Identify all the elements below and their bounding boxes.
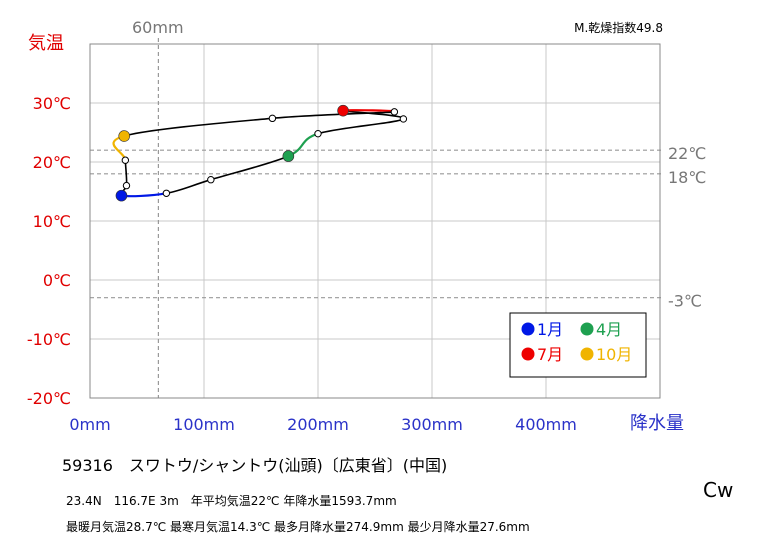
x-tick-label: 300mm [401, 415, 463, 434]
month-point-9 [268, 114, 277, 123]
month-point-1 [115, 189, 128, 202]
legend-label: 1月 [537, 320, 563, 339]
x-axis-label: 降水量 [630, 413, 684, 434]
x-tick-labels: 0mm 100mm 200mm 300mm 400mm [69, 415, 577, 434]
y-tick-label: 30℃ [33, 94, 71, 113]
month-point-5 [314, 129, 322, 138]
dryness-index-label: M.乾燥指数49.8 [574, 20, 663, 35]
y-tick-label: -10℃ [27, 330, 71, 349]
y-tick-labels: -20℃ -10℃ 0℃ 10℃ 20℃ 30℃ [27, 94, 71, 408]
legend-marker [580, 347, 594, 361]
legend-label: 10月 [596, 345, 632, 364]
y-tick-label: 10℃ [33, 212, 71, 231]
curve-segment-month-5 [317, 118, 404, 135]
ref-line-label: 18℃ [668, 168, 706, 187]
y-tick-label: -20℃ [27, 389, 71, 408]
climate-class-label: Cw [703, 478, 734, 502]
curve-segment-month-9 [123, 117, 273, 137]
legend-label: 7月 [537, 345, 563, 364]
month-point-11 [121, 156, 130, 164]
month-point-2 [162, 189, 171, 197]
plot-frame [89, 43, 661, 399]
x-tick-label: 200mm [287, 415, 349, 434]
month-point-8 [390, 108, 399, 116]
month-point-6 [399, 115, 408, 123]
month-point-7 [337, 104, 349, 117]
curve-segment-month-8 [272, 111, 395, 120]
x-tick-label: 0mm [69, 415, 110, 434]
month-point-3 [207, 176, 215, 184]
y-axis-label: 気温 [28, 33, 64, 54]
climate-curve [112, 109, 405, 198]
month-points [115, 104, 408, 202]
reference-lines: 22℃ 18℃ -3℃ [90, 38, 706, 398]
y-tick-label: 20℃ [33, 153, 71, 172]
x-tick-label: 400mm [515, 415, 577, 434]
station-stats-line2: 最暖月気温28.7℃ 最寒月気温14.3℃ 最多月降水量274.9mm 最少月降… [66, 520, 530, 534]
y-tick-label: 0℃ [43, 271, 71, 290]
legend: 1月 4月 7月 10月 [509, 312, 647, 378]
ref-line-label: 22℃ [668, 144, 706, 163]
legend-marker [580, 322, 594, 336]
month-point-10 [118, 130, 130, 142]
curve-segment-month-1 [121, 192, 167, 198]
legend-label: 4月 [596, 320, 622, 339]
legend-marker [521, 322, 535, 336]
x-marker-label: 60mm [132, 18, 184, 37]
ref-line-label: -3℃ [668, 292, 702, 311]
curve-segment-month-3 [210, 155, 289, 181]
x-tick-label: 100mm [173, 415, 235, 434]
month-point-12 [122, 181, 131, 190]
curve-segment-month-11 [124, 160, 128, 186]
legend-marker [521, 347, 535, 361]
month-point-4 [282, 150, 295, 162]
legend-box [509, 312, 647, 378]
station-title: 59316 スワトウ/シャントウ(汕頭)〔広東省〕(中国) [62, 456, 448, 475]
station-stats-line1: 23.4N 116.7E 3m 年平均気温22℃ 年降水量1593.7mm [66, 494, 397, 508]
